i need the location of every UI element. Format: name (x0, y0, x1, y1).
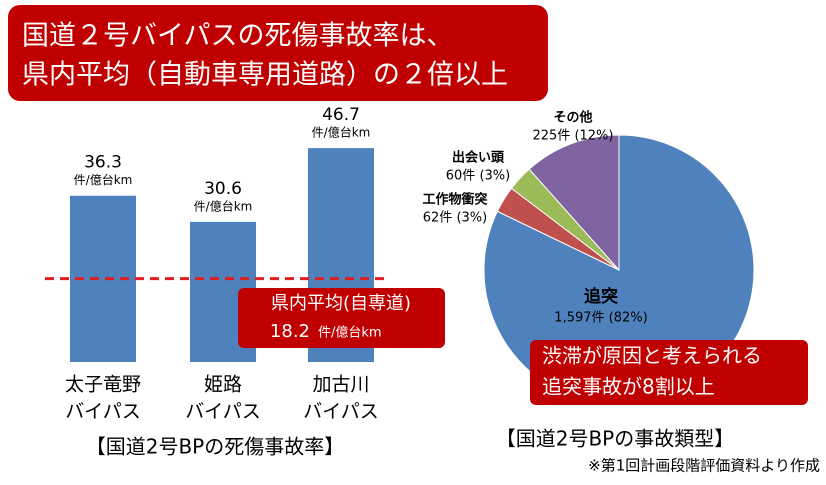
chart-title: 【国道2号BPの死傷事故率】 (86, 435, 345, 459)
banner-box (8, 5, 548, 101)
callout-line: 渋滞が原因と考えられる (542, 344, 762, 368)
value-label: 36.3 (84, 153, 122, 173)
unit-label: 件/億台km (74, 172, 133, 187)
slice-value-label: 60件 (3%) (446, 169, 510, 184)
source: ※第1回計画段階評価資料より作成 (588, 457, 820, 475)
reference-value: 18.2 (270, 321, 310, 342)
value-label: 30.6 (204, 179, 242, 199)
unit-label: 件/億台km (194, 198, 253, 213)
unit-label: 件/億台km (312, 125, 371, 140)
callout-box (530, 340, 808, 405)
reference-unit: 件/億台km (318, 325, 382, 341)
value-label: 46.7 (322, 105, 360, 125)
slice-label: 追突 (584, 286, 618, 307)
slice-value-label: 1,597件 (82%) (554, 311, 647, 326)
x-tick-label: 姫路 (204, 374, 242, 396)
callout-line: 追突事故が8割以上 (542, 375, 715, 399)
slice-value-label: 225件 (12%) (533, 129, 614, 144)
x-tick-label: バイパス (185, 401, 261, 423)
x-tick-label: バイパス (303, 401, 379, 423)
slice-value-label: 62件 (3%) (423, 211, 487, 226)
banner-line: 県内平均（自動車専用道路）の２倍以上 (22, 60, 508, 91)
slice-label: 出会い頭 (452, 150, 505, 166)
x-tick-label: 加古川 (312, 374, 369, 396)
reference-label: 県内平均(自専道) (271, 293, 411, 314)
x-tick-label: 太子竜野 (65, 374, 141, 396)
banner-line: 国道２号バイパスの死傷事故率は、 (22, 21, 453, 52)
pie-slice (528, 134, 620, 272)
slice-label: その他 (553, 110, 592, 126)
x-tick-label: バイパス (65, 401, 141, 423)
slice-label: 工作物衝突 (422, 192, 487, 208)
reference-box (238, 288, 445, 348)
chart-title: 【国道2号BPの事故類型】 (496, 427, 735, 451)
